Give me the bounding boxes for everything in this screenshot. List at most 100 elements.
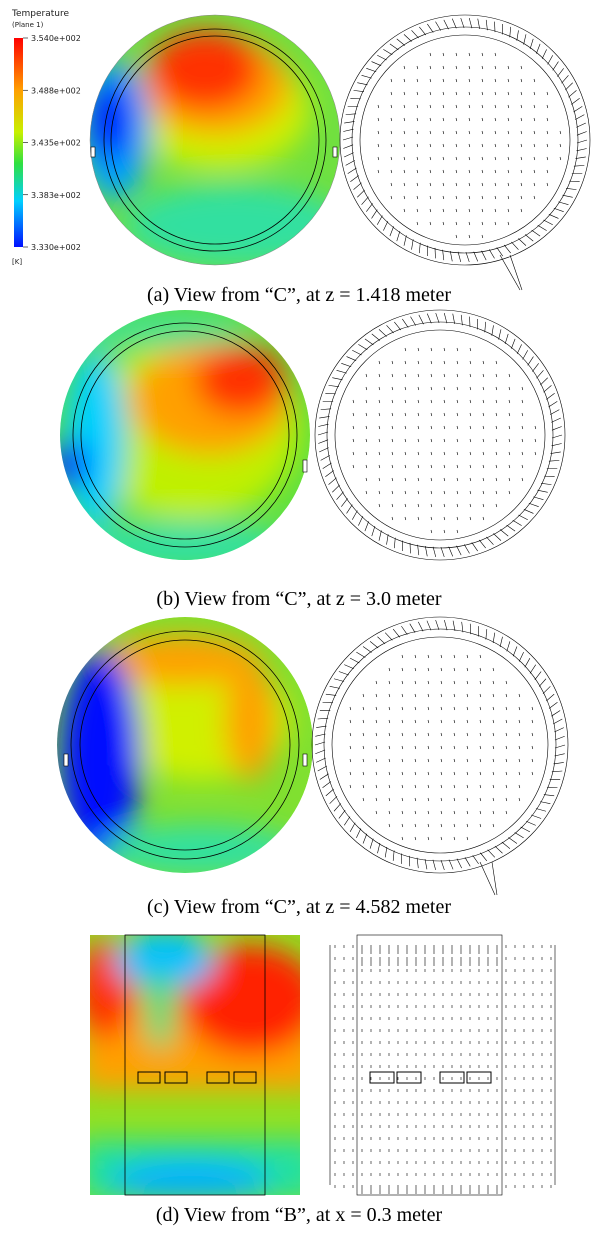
vector xyxy=(506,798,507,801)
vector xyxy=(418,504,419,507)
vector xyxy=(393,851,394,861)
vector xyxy=(419,27,426,35)
vector xyxy=(456,118,457,121)
vector xyxy=(415,694,416,697)
vector xyxy=(363,834,367,844)
vector xyxy=(379,329,387,336)
vector xyxy=(456,144,457,147)
vector xyxy=(352,511,357,520)
vector xyxy=(493,785,494,788)
vector xyxy=(389,798,390,801)
vector xyxy=(496,400,497,403)
vector xyxy=(315,734,325,736)
vector xyxy=(379,413,380,416)
vector xyxy=(481,251,486,260)
vector xyxy=(441,746,442,749)
vector xyxy=(532,230,541,236)
vector xyxy=(493,798,494,801)
vector xyxy=(530,665,536,674)
vector xyxy=(521,183,522,186)
vector xyxy=(427,621,431,631)
vector xyxy=(558,202,568,205)
vector xyxy=(427,24,433,33)
vector xyxy=(402,733,403,736)
vector xyxy=(402,798,403,801)
vector xyxy=(417,144,418,147)
vector xyxy=(519,707,520,710)
vector xyxy=(467,785,468,788)
vector xyxy=(493,707,494,710)
vector xyxy=(379,439,380,442)
vector xyxy=(480,707,481,710)
vector xyxy=(522,387,523,390)
vector xyxy=(431,426,432,429)
vector xyxy=(415,707,416,710)
vector xyxy=(444,452,445,455)
vector xyxy=(552,444,562,446)
vector xyxy=(417,222,418,225)
vector xyxy=(387,534,389,544)
vector xyxy=(431,491,432,494)
vector xyxy=(548,401,557,407)
vector xyxy=(483,478,484,481)
vector xyxy=(509,439,510,442)
vector xyxy=(480,655,481,658)
vector xyxy=(428,655,429,658)
vector xyxy=(509,387,510,390)
vector xyxy=(537,490,547,492)
vector xyxy=(404,131,405,134)
vector xyxy=(391,144,392,147)
vector xyxy=(443,118,444,121)
vector xyxy=(392,452,393,455)
vector xyxy=(379,491,380,494)
vector xyxy=(402,759,403,762)
vector xyxy=(480,720,481,723)
vector xyxy=(495,105,496,108)
vector xyxy=(500,637,502,647)
vector-ring xyxy=(332,637,548,853)
vector xyxy=(405,413,406,416)
vector xyxy=(378,131,379,134)
caption: (b) View from “C”, at z = 3.0 meter xyxy=(0,588,598,611)
contour-d xyxy=(75,930,320,1200)
vector xyxy=(547,118,548,121)
vector-boundary xyxy=(340,15,590,265)
vector xyxy=(350,823,355,832)
colorbar xyxy=(14,38,23,247)
vector xyxy=(508,209,509,212)
vector xyxy=(441,694,442,697)
vector xyxy=(363,759,364,762)
vector xyxy=(456,157,457,160)
vector xyxy=(496,361,497,364)
vector xyxy=(532,363,538,371)
vector xyxy=(418,374,419,377)
vector xyxy=(326,789,334,796)
vector xyxy=(483,387,484,390)
vector xyxy=(456,196,457,199)
vector xyxy=(456,79,457,82)
vector xyxy=(443,250,444,260)
vector xyxy=(350,772,351,775)
vector xyxy=(470,413,471,416)
vector xyxy=(376,798,377,801)
vector xyxy=(443,209,444,212)
vector xyxy=(573,106,582,112)
vector xyxy=(547,144,548,147)
vector xyxy=(493,533,501,540)
vector xyxy=(495,196,496,199)
vector xyxy=(348,168,357,174)
vector xyxy=(418,413,419,416)
vector xyxy=(405,517,406,520)
vector xyxy=(419,243,420,253)
vector xyxy=(417,105,418,108)
vector xyxy=(318,766,327,771)
vector xyxy=(389,733,390,736)
vector xyxy=(356,828,360,837)
vector xyxy=(366,68,376,71)
vector xyxy=(389,681,390,684)
vector xyxy=(392,439,393,442)
vector xyxy=(347,357,357,361)
vector xyxy=(425,859,427,869)
vector xyxy=(431,452,432,455)
vector xyxy=(372,334,380,341)
